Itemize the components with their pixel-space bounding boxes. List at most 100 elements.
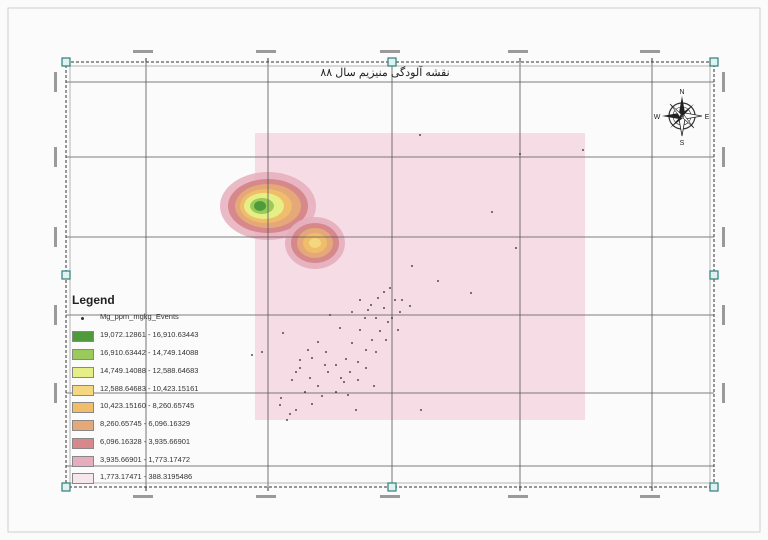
sample-point (357, 361, 359, 363)
sample-point (299, 367, 301, 369)
north-arrow-icon: N E S W (654, 89, 710, 147)
sample-point (359, 299, 361, 301)
legend-swatch (72, 331, 94, 342)
sample-point (385, 339, 387, 341)
sample-point (437, 280, 439, 282)
selection-handles[interactable] (61, 57, 719, 492)
sample-point (311, 357, 313, 359)
sample-point (339, 327, 341, 329)
sample-point (317, 341, 319, 343)
sample-point (325, 351, 327, 353)
sample-point (515, 247, 517, 249)
sample-point (365, 349, 367, 351)
sample-point (357, 379, 359, 381)
sample-point (377, 297, 379, 299)
sample-point (420, 409, 422, 411)
sample-point (373, 385, 375, 387)
legend-swatch (72, 402, 94, 413)
sample-point (383, 291, 385, 293)
hotspot-right (285, 217, 345, 269)
sample-point (401, 299, 403, 301)
sample-point (355, 409, 357, 411)
point-symbol-icon (81, 317, 84, 320)
sample-point (375, 351, 377, 353)
sample-point (582, 149, 584, 151)
compass-n: N (679, 89, 684, 96)
legend-points-label: Mg_ppm_mgkg_Events (100, 312, 179, 321)
sample-points (251, 134, 584, 421)
legend-swatch (72, 420, 94, 431)
compass-e: E (705, 114, 710, 121)
sample-point (371, 339, 373, 341)
sample-point (349, 371, 351, 373)
sample-point (295, 409, 297, 411)
legend-swatch (72, 385, 94, 396)
sample-point (345, 358, 347, 360)
legend-title: Legend (72, 293, 115, 307)
sample-point (379, 330, 381, 332)
legend-swatch (72, 367, 94, 378)
sample-point (340, 377, 342, 379)
legend-swatch (72, 473, 94, 484)
frame-ticks (145, 58, 653, 491)
sample-point (519, 153, 521, 155)
legend-class-label: 10,423.15160 - 8,260.65745 (100, 401, 195, 410)
legend-class-label: 16,910.63442 - 14,749.14088 (100, 348, 199, 357)
legend-class-label: 19,072.12861 - 16,910.63443 (100, 330, 199, 339)
sample-point (387, 321, 389, 323)
legend-swatch (72, 438, 94, 449)
page-border (7, 7, 761, 533)
sample-point (324, 364, 326, 366)
sample-point (289, 413, 291, 415)
sample-point (311, 403, 313, 405)
sample-point (367, 309, 369, 311)
legend-swatch (72, 349, 94, 360)
sample-point (317, 385, 319, 387)
sample-point (409, 305, 411, 307)
sample-point (399, 311, 401, 313)
sample-point (280, 397, 282, 399)
legend-class-label: 1,773.17471 - 388.3195486 (100, 472, 193, 481)
coordinate-labels (54, 50, 725, 498)
legend-class-label: 8,260.65745 - 6,096.16329 (100, 419, 191, 428)
sample-point (351, 311, 353, 313)
sample-point (411, 265, 413, 267)
sample-point (291, 379, 293, 381)
sample-point (304, 391, 306, 393)
sample-point (279, 404, 281, 406)
sample-point (359, 329, 361, 331)
sample-point (397, 329, 399, 331)
legend-class-label: 6,096.16328 - 3,935.66901 (100, 437, 191, 446)
sample-point (307, 349, 309, 351)
sample-point (309, 377, 311, 379)
sample-point (329, 314, 331, 316)
sample-point (491, 211, 493, 213)
sample-point (365, 367, 367, 369)
legend-class-label: 12,588.64683 - 10,423.15161 (100, 384, 199, 393)
sample-point (335, 391, 337, 393)
sample-point (389, 287, 391, 289)
sample-point (351, 342, 353, 344)
sample-point (299, 359, 301, 361)
sample-point (251, 354, 253, 356)
sample-point (321, 395, 323, 397)
compass-s: S (680, 140, 685, 147)
sample-point (370, 304, 372, 306)
sample-point (261, 351, 263, 353)
graticule (66, 62, 714, 487)
sample-point (347, 394, 349, 396)
sample-point (375, 317, 377, 319)
sample-point (391, 317, 393, 319)
legend-class-label: 3,935.66901 - 1,773.17472 (100, 455, 191, 464)
legend-class-label: 14,749.14088 - 12,588.64683 (100, 366, 199, 375)
sample-point (286, 419, 288, 421)
sample-point (383, 307, 385, 309)
sample-point (282, 332, 284, 334)
sample-point (343, 381, 345, 383)
map-title: نقشه آلودگی منیزیم سال ۸۸ (320, 67, 450, 79)
sample-point (419, 134, 421, 136)
sample-point (470, 292, 472, 294)
sample-point (335, 364, 337, 366)
